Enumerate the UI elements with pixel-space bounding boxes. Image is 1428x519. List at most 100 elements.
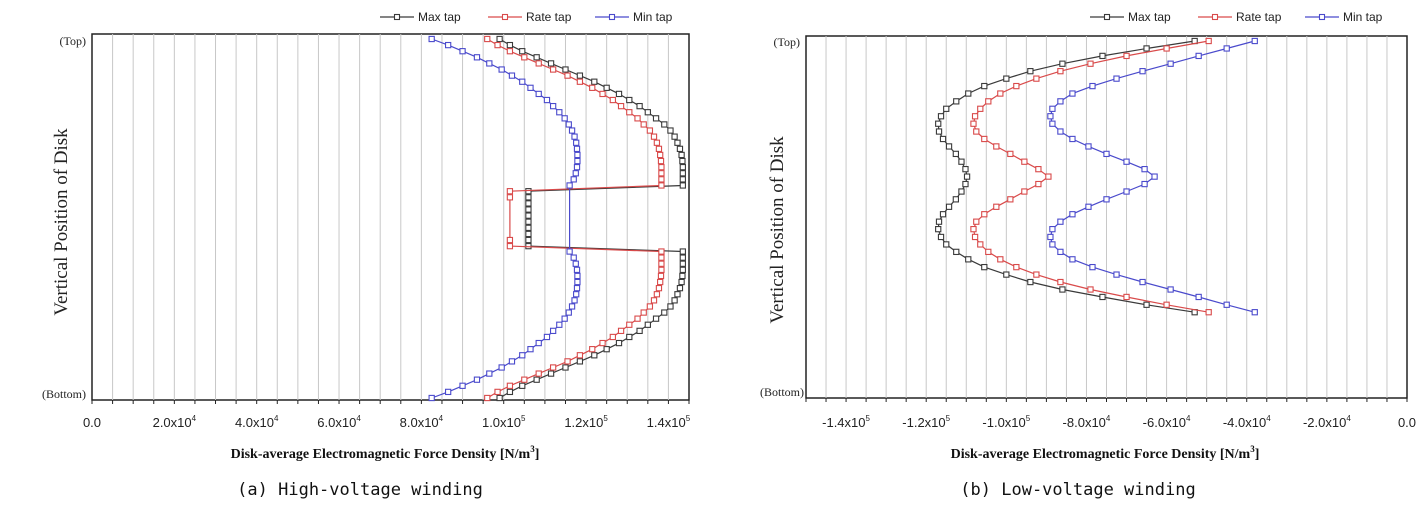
data-point bbox=[953, 98, 960, 105]
caption: (a) High-voltage winding bbox=[237, 480, 483, 500]
data-point bbox=[634, 115, 641, 122]
data-point bbox=[561, 315, 568, 322]
data-point bbox=[574, 157, 581, 165]
data-point bbox=[1047, 113, 1054, 120]
data-point bbox=[1085, 203, 1092, 210]
x-tick-label: -1.2x105 bbox=[902, 414, 950, 430]
data-point bbox=[679, 254, 686, 261]
data-point bbox=[935, 128, 943, 135]
data-point bbox=[667, 127, 674, 134]
data-point bbox=[1003, 271, 1010, 278]
data-point bbox=[646, 127, 654, 134]
data-point bbox=[444, 388, 452, 396]
data-point bbox=[652, 115, 660, 122]
data-point bbox=[574, 272, 581, 280]
data-point bbox=[626, 109, 633, 116]
legend-marker bbox=[1211, 13, 1219, 21]
data-point bbox=[1123, 158, 1130, 165]
data-point bbox=[1205, 309, 1212, 316]
data-point bbox=[1057, 248, 1064, 256]
data-point bbox=[658, 248, 665, 255]
data-point bbox=[657, 151, 664, 159]
data-point bbox=[952, 196, 959, 203]
data-point bbox=[535, 60, 542, 67]
x-axis-label-sup: 3 bbox=[1250, 444, 1255, 454]
data-point bbox=[993, 203, 1000, 210]
bottom-label: (Bottom) bbox=[42, 387, 86, 401]
data-point bbox=[573, 139, 580, 146]
data-point bbox=[609, 333, 616, 341]
x-tick-label: 1.0x105 bbox=[482, 414, 526, 430]
series-line-min-tap bbox=[431, 38, 579, 399]
data-point bbox=[473, 376, 481, 383]
x-ticks: 0.0 2.0x104 4.0x104 6.0x104 8.0x104 1.0x105 1.… bbox=[83, 400, 691, 430]
legend-marker bbox=[501, 13, 509, 21]
legend-label: Max tap bbox=[418, 10, 461, 24]
legend: Max tap Rate tap Min tap bbox=[380, 10, 673, 24]
legend-marker bbox=[1103, 13, 1111, 21]
data-point bbox=[615, 90, 623, 98]
data-point bbox=[657, 272, 665, 280]
data-point bbox=[521, 376, 528, 383]
data-point bbox=[679, 157, 686, 165]
data-point bbox=[1049, 120, 1056, 127]
data-point bbox=[997, 256, 1004, 263]
data-point bbox=[971, 113, 979, 120]
data-point bbox=[573, 145, 581, 153]
data-point bbox=[981, 82, 988, 90]
data-point bbox=[1251, 309, 1258, 316]
data-point bbox=[576, 358, 584, 365]
data-point bbox=[535, 339, 542, 347]
data-point bbox=[1087, 286, 1094, 293]
data-point bbox=[1099, 293, 1106, 301]
data-point bbox=[1049, 241, 1056, 248]
data-point bbox=[1167, 286, 1174, 293]
chart-low-voltage: -1.4x105 -1.2x105 -1.0x105 -8.0x104 -6.0x104… bbox=[760, 10, 1416, 500]
data-point bbox=[615, 339, 623, 347]
caption: (b) Low-voltage winding bbox=[960, 480, 1195, 500]
data-point bbox=[561, 115, 568, 122]
data-point bbox=[1123, 293, 1130, 301]
data-point bbox=[1223, 45, 1230, 52]
data-point bbox=[671, 133, 678, 140]
data-point bbox=[678, 278, 685, 286]
data-point bbox=[1151, 173, 1158, 180]
data-point bbox=[965, 256, 972, 263]
data-point bbox=[549, 66, 557, 73]
data-point bbox=[657, 278, 664, 286]
y-axis-label: Vertical Position of Disk bbox=[51, 128, 72, 316]
data-point bbox=[985, 98, 992, 105]
data-point bbox=[626, 321, 633, 328]
data-point bbox=[1113, 75, 1120, 82]
data-point bbox=[617, 102, 625, 110]
data-point bbox=[609, 96, 616, 104]
data-point bbox=[603, 84, 610, 91]
data-point bbox=[958, 158, 965, 165]
data-point bbox=[1049, 105, 1056, 112]
data-point bbox=[962, 166, 969, 173]
data-point bbox=[953, 248, 960, 256]
data-point bbox=[525, 206, 532, 213]
data-point bbox=[653, 291, 661, 298]
legend-label: Min tap bbox=[1343, 10, 1383, 24]
data-point bbox=[562, 364, 569, 371]
data-point bbox=[1089, 263, 1096, 271]
data-point bbox=[1057, 218, 1064, 225]
data-point bbox=[1069, 256, 1076, 263]
data-point bbox=[970, 226, 977, 233]
data-point bbox=[939, 135, 947, 143]
data-point bbox=[1057, 278, 1064, 286]
data-point bbox=[428, 35, 435, 43]
data-point bbox=[1141, 166, 1148, 173]
data-point bbox=[525, 194, 532, 201]
top-label: (Top) bbox=[60, 34, 86, 48]
data-point bbox=[525, 224, 532, 231]
data-point bbox=[496, 35, 503, 43]
data-point bbox=[939, 211, 947, 218]
data-point bbox=[576, 78, 584, 85]
data-point bbox=[568, 303, 576, 310]
data-point bbox=[484, 394, 491, 402]
data-point bbox=[519, 382, 526, 389]
data-point bbox=[678, 151, 685, 159]
data-point bbox=[1013, 263, 1020, 271]
